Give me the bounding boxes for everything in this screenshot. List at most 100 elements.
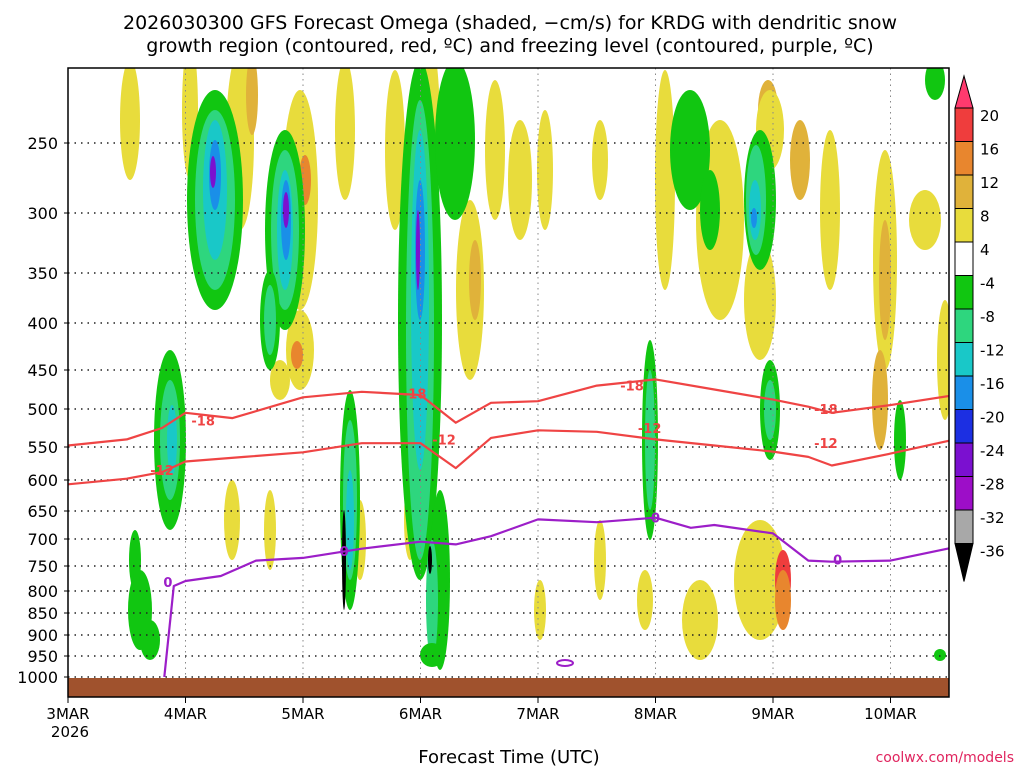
omega-shading (120, 68, 949, 670)
omega-shade-cell (879, 220, 891, 340)
x-tick-label: 7MAR (516, 705, 559, 723)
colorbar-swatch (954, 375, 974, 410)
omega-shade-cell (270, 360, 290, 400)
x-tick-label: 10MAR (864, 705, 917, 723)
colorbar: 20 16 12 8 4 -4 -8 -12 -16 -20 -24 -28 -32 -36 (954, 74, 1005, 582)
plot-area: -18 -18 -18 -18 -12 -12 -12 -12 0 0 0 0 (67, 67, 950, 698)
omega-shade-cell (682, 580, 718, 660)
chart-title-line1: 2026030300 GFS Forecast Omega (shaded, −… (123, 12, 897, 34)
omega-shade-cell (734, 520, 786, 640)
y-tick-label: 950 (27, 647, 58, 666)
contour-label: 0 (340, 545, 349, 560)
contour-label: -18 (191, 414, 215, 429)
colorbar-label: -28 (980, 476, 1005, 494)
y-tick-label: 250 (27, 134, 58, 153)
colorbar-label: 20 (980, 107, 999, 125)
omega-shade-cell (246, 68, 258, 135)
colorbar-swatch (954, 241, 974, 276)
omega-shade-cell (934, 649, 946, 661)
y-tick-label: 500 (27, 400, 58, 419)
contour-label: -12 (150, 464, 174, 479)
y-tick-label: 1000 (17, 668, 58, 687)
y-tick-label: 800 (27, 582, 58, 601)
x-tick-label: 5MAR (281, 705, 324, 723)
omega-shade-cell (872, 350, 888, 450)
colorbar-label: -8 (980, 308, 995, 326)
grid-lines (68, 68, 949, 697)
y-tick-label: 400 (27, 314, 58, 333)
chart-title-line2: growth region (contoured, red, ºC) and f… (146, 35, 873, 57)
y-tick-label: 600 (27, 471, 58, 490)
contour-label: -12 (638, 422, 662, 437)
minus18-contour-line (68, 378, 949, 447)
freezing-level-line (163, 516, 949, 678)
omega-shade-cell (700, 170, 720, 250)
omega-shade-cell (592, 120, 608, 200)
colorbar-bottom-arrow (954, 543, 974, 582)
omega-shade-cell (744, 240, 776, 360)
omega-shade-cell (937, 300, 949, 420)
omega-shade-cell (534, 580, 546, 640)
omega-shade-cell (416, 210, 420, 290)
y-tick-label: 850 (27, 604, 58, 623)
x-tick-label: 8MAR (634, 705, 677, 723)
y-tick-label: 300 (27, 204, 58, 223)
colorbar-label: 16 (980, 141, 999, 159)
omega-shade-cell (385, 70, 405, 230)
x-tick-label: 6MAR (399, 705, 442, 723)
contour-label: -12 (432, 433, 456, 448)
omega-shade-cell (346, 470, 354, 570)
x-axis: 3MAR 4MAR 5MAR 6MAR 7MAR 8MAR 9MAR 10MAR (46, 697, 917, 723)
omega-shade-cell (291, 341, 303, 369)
colorbar-label: -20 (980, 409, 1005, 427)
colorbar-swatch (954, 107, 974, 142)
omega-shade-cell (210, 156, 216, 188)
omega-shade-cell (820, 130, 840, 290)
y-tick-label: 900 (27, 626, 58, 645)
contour-label: -18 (403, 387, 427, 402)
omega-shade-cell (224, 480, 240, 560)
y-axis: 250 300 350 400 450 500 550 600 650 700 750 800 850 9… (17, 134, 68, 687)
colorbar-label: -36 (980, 543, 1005, 561)
x-tick-label: 4MAR (164, 705, 207, 723)
colorbar-swatch (954, 208, 974, 243)
omega-shade-cell (283, 192, 289, 228)
colorbar-top-arrow (954, 74, 974, 109)
credit-link[interactable]: coolwx.com/models (876, 750, 1014, 766)
omega-shade-cell (426, 540, 438, 660)
omega-shade-cell (537, 110, 553, 230)
contour-label: -18 (620, 380, 644, 395)
omega-shade-cell (120, 68, 140, 180)
colorbar-swatch (954, 409, 974, 444)
colorbar-swatch (954, 174, 974, 209)
colorbar-label: -12 (980, 342, 1005, 360)
omega-shade-cell (264, 490, 276, 570)
contour-label: 0 (651, 512, 660, 527)
contour-label: 0 (833, 554, 842, 569)
omega-shade-cell (764, 380, 776, 440)
omega-shade-cell (751, 208, 757, 228)
omega-shade-cell (775, 570, 791, 630)
x-axis-title: Forecast Time (UTC) (418, 747, 599, 768)
omega-shade-cell (655, 70, 675, 290)
omega-shade-cell (428, 546, 432, 574)
terrain-ground (68, 678, 949, 697)
minus12-contour-line (68, 429, 949, 486)
contour-label: -12 (814, 437, 838, 452)
colorbar-swatch (954, 141, 974, 176)
colorbar-swatch (954, 442, 974, 477)
contour-label: 0 (163, 576, 172, 591)
y-tick-label: 650 (27, 502, 58, 521)
y-tick-label: 700 (27, 530, 58, 549)
omega-shade-cell (420, 643, 444, 667)
y-tick-label: 450 (27, 361, 58, 380)
omega-shade-cell (594, 520, 606, 600)
x-tick-label: 9MAR (751, 705, 794, 723)
colorbar-label: 4 (980, 241, 990, 259)
omega-shade-cell (645, 370, 655, 510)
colorbar-swatch (954, 275, 974, 310)
colorbar-label: -4 (980, 275, 995, 293)
contours: -18 -18 -18 -18 -12 -12 -12 -12 0 0 0 0 (68, 378, 949, 678)
x-axis-year: 2026 (51, 723, 89, 741)
